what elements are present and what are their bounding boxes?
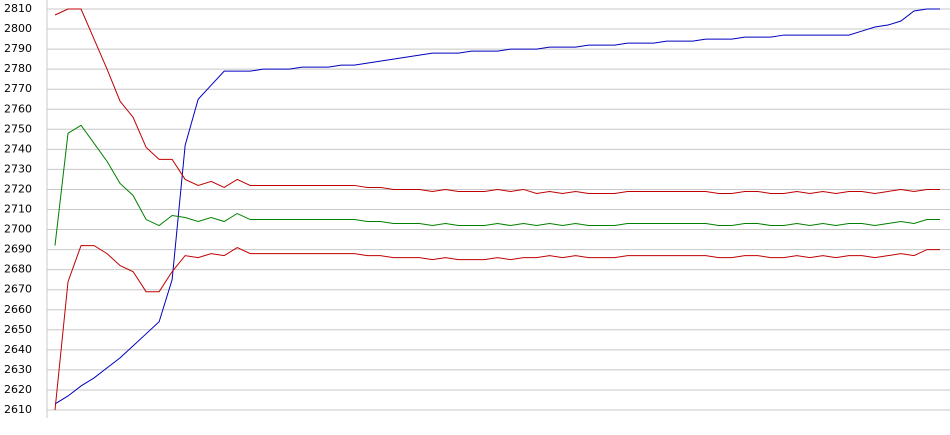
y-tick-label: 2740 <box>4 142 32 155</box>
y-tick-label: 2720 <box>4 182 32 195</box>
y-tick-label: 2780 <box>4 62 32 75</box>
y-tick-label: 2620 <box>4 383 32 396</box>
series-line <box>54 8 940 405</box>
y-tick-label: 2700 <box>4 223 32 236</box>
series-line <box>54 124 940 246</box>
y-tick-label: 2670 <box>4 283 32 296</box>
y-tick-label: 2680 <box>4 263 32 276</box>
y-tick-label: 2810 <box>4 2 32 15</box>
series-line <box>54 8 940 194</box>
y-tick-label: 2760 <box>4 102 32 115</box>
y-tick-label: 2630 <box>4 363 32 376</box>
y-tick-label: 2770 <box>4 82 32 95</box>
y-tick-label: 2690 <box>4 243 32 256</box>
y-tick-label: 2730 <box>4 162 32 175</box>
y-tick-label: 2800 <box>4 22 32 35</box>
y-tick-label: 2650 <box>4 323 32 336</box>
y-tick-label: 2610 <box>4 403 32 416</box>
y-tick-label: 2640 <box>4 343 32 356</box>
y-tick-label: 2710 <box>4 203 32 216</box>
series-line <box>54 245 940 411</box>
y-tick-label: 2790 <box>4 42 32 55</box>
y-tick-label: 2660 <box>4 303 32 316</box>
y-tick-label: 2750 <box>4 122 32 135</box>
